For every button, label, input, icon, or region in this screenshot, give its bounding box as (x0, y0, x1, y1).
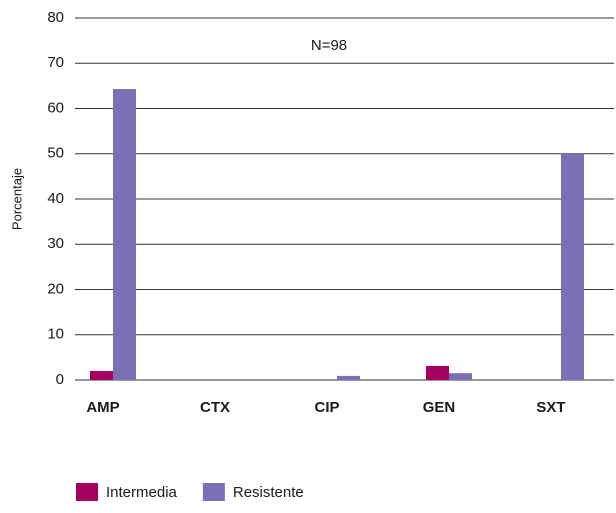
annotation: N=98 (311, 37, 347, 54)
legend-label: Intermedia (106, 484, 178, 501)
y-tick-label: 10 (47, 326, 64, 343)
bar (449, 373, 472, 380)
bar (561, 153, 584, 380)
legend-swatch (202, 483, 225, 501)
bar (90, 370, 113, 380)
legend-swatch (76, 483, 98, 501)
y-tick-label: 40 (47, 190, 64, 207)
y-tick-label: 20 (47, 280, 64, 297)
bar (337, 375, 360, 380)
x-tick-label: SXT (536, 399, 565, 416)
x-tick-label: GEN (423, 399, 456, 416)
y-tick-label: 60 (47, 99, 64, 116)
y-tick-label: 50 (47, 145, 64, 162)
y-tick-label: 80 (47, 9, 64, 26)
y-axis-label: Porcentaje (9, 168, 24, 230)
x-tick-label: CIP (314, 399, 339, 416)
x-tick-label: AMP (86, 399, 119, 416)
legend-label: Resistente (233, 484, 304, 501)
y-tick-label: 0 (56, 371, 64, 388)
y-tick-label: 30 (47, 235, 64, 252)
y-tick-label: 70 (47, 54, 64, 71)
bar (426, 365, 449, 380)
x-tick-label: CTX (200, 399, 230, 416)
bar (113, 89, 136, 380)
